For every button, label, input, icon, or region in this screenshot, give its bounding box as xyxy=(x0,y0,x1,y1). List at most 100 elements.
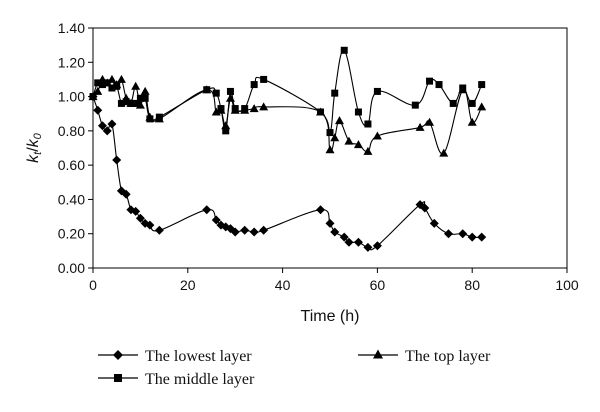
y-axis-title-k2: k xyxy=(25,138,42,147)
y-tick-label: 1.20 xyxy=(58,54,85,70)
data-point-diamond xyxy=(154,225,164,235)
data-point-diamond xyxy=(477,232,487,242)
data-point-square xyxy=(449,99,457,107)
data-point-diamond xyxy=(107,119,117,129)
data-point-triangle xyxy=(216,105,226,114)
y-axis-title-slash: / xyxy=(25,147,42,152)
series-the-lowest-layer xyxy=(88,92,487,252)
data-point-triangle xyxy=(112,80,122,89)
data-point-diamond xyxy=(202,205,212,215)
y-tick-label: 0.00 xyxy=(58,260,85,276)
data-point-square xyxy=(222,127,230,135)
data-point-triangle xyxy=(467,117,477,126)
data-point-diamond xyxy=(316,205,326,215)
data-point-square xyxy=(468,99,476,107)
data-point-diamond xyxy=(249,227,259,237)
data-point-square xyxy=(260,75,268,83)
data-point-diamond xyxy=(93,105,103,115)
x-axis-title: Time (h) xyxy=(301,308,360,325)
data-point-triangle xyxy=(225,93,235,102)
data-point-square xyxy=(98,81,106,89)
data-point-diamond xyxy=(353,237,363,247)
legend-item-lowest: The lowest layer xyxy=(98,348,252,365)
data-point-diamond xyxy=(325,218,335,228)
data-point-diamond xyxy=(102,126,112,136)
data-point-diamond xyxy=(112,155,122,165)
y-tick-label: 0.60 xyxy=(58,157,85,173)
legend-diamond-icon xyxy=(113,350,123,360)
data-point-diamond xyxy=(420,203,430,213)
data-point-triangle xyxy=(325,145,335,154)
data-point-triangle xyxy=(353,140,363,149)
data-point-diamond xyxy=(363,242,373,252)
data-point-square xyxy=(435,81,443,89)
legend-square-icon xyxy=(114,374,122,382)
data-point-triangle xyxy=(221,121,231,130)
data-point-square xyxy=(326,129,334,137)
data-point-triangle xyxy=(126,98,136,107)
data-point-diamond xyxy=(135,213,145,223)
data-point-triangle xyxy=(102,78,112,87)
y-tick-label: 1.00 xyxy=(58,89,85,105)
data-point-triangle xyxy=(135,100,145,109)
data-point-triangle xyxy=(344,136,354,145)
data-point-diamond xyxy=(121,189,131,199)
legend-label-middle: The middle layer xyxy=(145,371,255,388)
data-point-square xyxy=(94,79,102,87)
y-axis-title-sub2: 0 xyxy=(32,132,44,139)
x-tick-label: 100 xyxy=(555,277,579,293)
data-point-square xyxy=(226,87,234,95)
series-layer xyxy=(88,46,487,252)
legend-item-middle: The middle layer xyxy=(98,371,255,388)
series-the-top-layer xyxy=(88,74,487,157)
data-point-triangle xyxy=(477,102,487,111)
data-point-triangle xyxy=(240,105,250,114)
data-point-triangle xyxy=(93,86,103,95)
data-point-triangle xyxy=(140,86,150,95)
data-point-triangle xyxy=(439,148,449,157)
data-point-square xyxy=(331,89,339,97)
data-point-diamond xyxy=(97,121,107,131)
x-tick-label: 0 xyxy=(89,277,97,293)
y-tick-label: 0.40 xyxy=(58,191,85,207)
data-point-triangle xyxy=(145,112,155,121)
data-point-diamond xyxy=(444,229,453,239)
data-point-triangle xyxy=(259,102,269,111)
data-point-square xyxy=(117,99,125,107)
data-point-triangle xyxy=(363,146,373,155)
data-point-triangle xyxy=(330,133,340,142)
y-tick-label: 0.80 xyxy=(58,123,85,139)
plot-area-frame xyxy=(92,27,568,269)
data-point-triangle xyxy=(316,107,326,116)
data-point-diamond xyxy=(259,225,269,235)
x-tick-label: 60 xyxy=(370,277,386,293)
data-point-square xyxy=(478,81,486,89)
legend-triangle-icon xyxy=(373,349,383,359)
y-tick-label: 0.20 xyxy=(58,226,85,242)
data-point-diamond xyxy=(240,225,250,235)
data-point-square xyxy=(340,46,348,54)
data-point-diamond xyxy=(344,237,354,247)
data-point-square xyxy=(411,101,419,109)
data-point-diamond xyxy=(372,241,382,251)
data-point-triangle xyxy=(131,81,141,90)
data-point-square xyxy=(364,120,372,128)
data-point-diamond xyxy=(458,229,468,239)
data-point-diamond xyxy=(330,227,340,237)
data-point-diamond xyxy=(211,215,221,225)
legend-label-lowest: The lowest layer xyxy=(145,348,252,365)
x-tick-label: 80 xyxy=(464,277,480,293)
data-point-triangle xyxy=(202,85,212,94)
data-point-triangle xyxy=(458,85,468,94)
data-point-triangle xyxy=(334,116,344,125)
data-point-square xyxy=(354,108,362,116)
data-point-square xyxy=(132,99,140,107)
data-point-diamond xyxy=(230,227,240,237)
data-point-triangle xyxy=(230,105,240,114)
data-point-square xyxy=(108,84,116,92)
x-tick-label: 20 xyxy=(180,277,196,293)
data-point-triangle xyxy=(249,104,259,113)
data-point-diamond xyxy=(145,220,155,230)
y-axis-title-sub1: t xyxy=(32,151,44,155)
data-point-square xyxy=(141,94,149,102)
